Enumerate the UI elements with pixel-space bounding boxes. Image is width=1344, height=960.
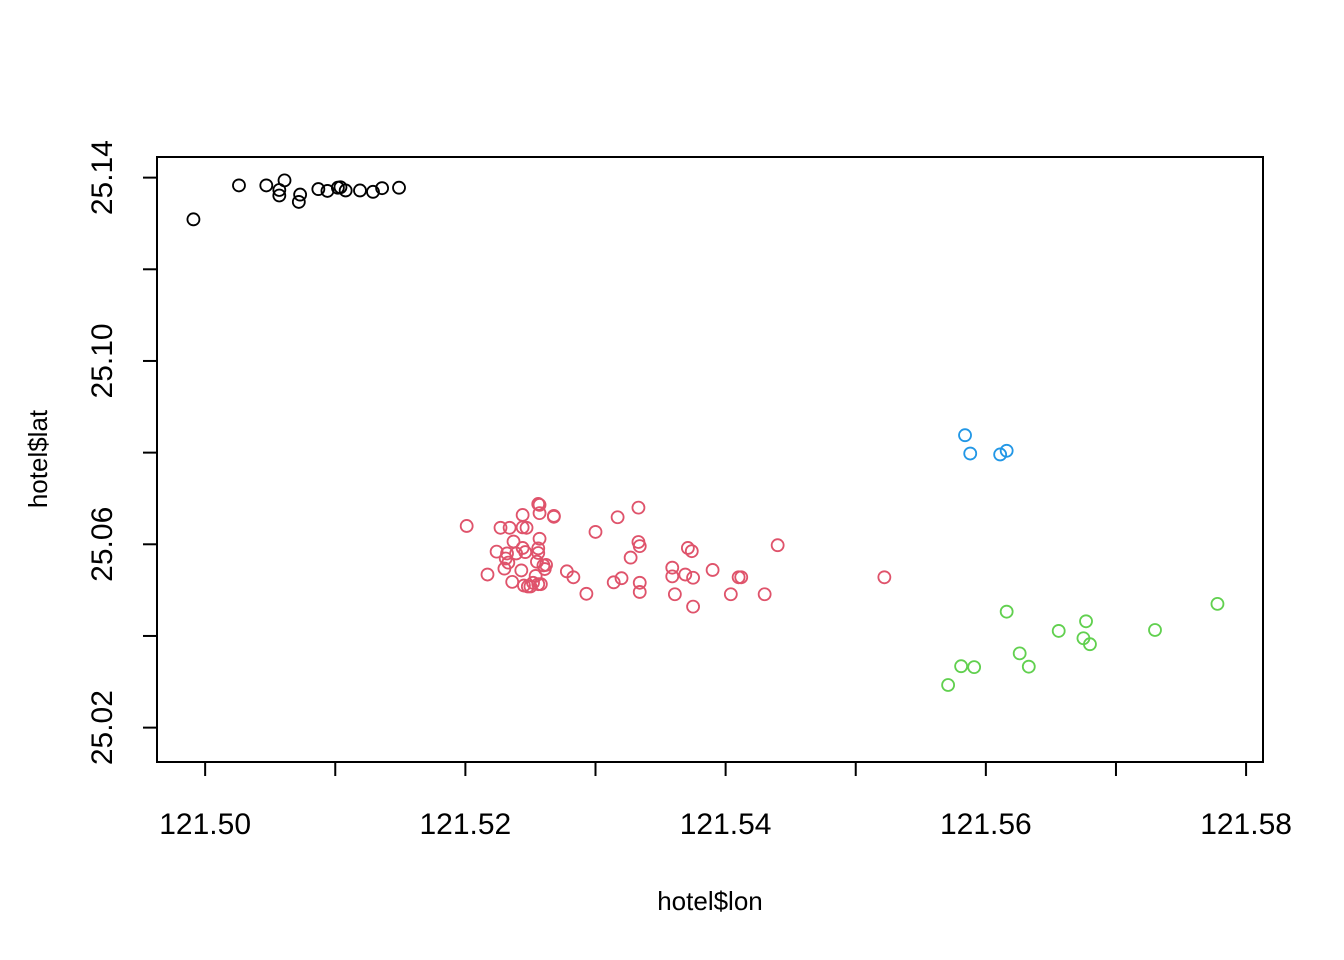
data-point-group-4 (1051, 624, 1066, 638)
data-point-group-1 (259, 178, 274, 193)
data-point-group-2 (770, 538, 785, 553)
data-point-group-4 (1210, 596, 1225, 611)
data-point-group-2 (705, 563, 720, 577)
data-point-group-2 (680, 541, 695, 555)
plot-frame (156, 156, 1264, 763)
data-point-group-2 (610, 510, 625, 525)
x-tick-label: 121.56 (940, 808, 1032, 841)
data-point-group-2 (632, 539, 647, 554)
y-tick-label: 25.06 (86, 507, 119, 582)
data-point-group-1 (277, 173, 292, 188)
y-axis: 25.02 25.06 25.10 25.14 (86, 140, 158, 765)
data-point-group-2 (632, 585, 647, 599)
x-tick-label: 121.54 (680, 808, 772, 841)
data-point-group-1 (232, 178, 246, 193)
data-point-group-2 (631, 500, 646, 515)
data-point-group-1 (353, 183, 367, 198)
data-point-group-2 (734, 570, 749, 585)
data-point-group-1 (392, 180, 406, 195)
data-point-group-1 (375, 181, 390, 196)
data-point-group-2 (757, 587, 772, 602)
data-point-group-4 (1148, 623, 1162, 637)
data-point-group-2 (877, 570, 892, 585)
data-point-group-2 (532, 497, 547, 512)
y-tick-label: 25.02 (86, 690, 119, 765)
data-point-group-2 (480, 567, 495, 582)
x-axis: 121.50 121.52 121.54 121.56 121.58 (159, 761, 1292, 841)
data-point-group-2 (530, 554, 544, 569)
data-point-group-2 (623, 550, 638, 565)
data-point-group-1 (291, 195, 306, 209)
y-axis-label: hotel$lat (23, 409, 53, 508)
data-point-group-2 (531, 541, 546, 556)
data-point-group-2 (532, 506, 547, 521)
data-point-group-2 (665, 569, 680, 584)
data-point-group-3 (958, 428, 972, 443)
data-point-group-2 (526, 575, 540, 590)
data-point-group-2 (515, 508, 530, 522)
data-point-group-2 (632, 575, 647, 590)
data-point-group-2 (686, 570, 700, 585)
data-point-group-2 (686, 599, 700, 614)
data-point-group-2 (532, 531, 547, 546)
data-point-group-2 (500, 546, 514, 561)
data-point-group-2 (539, 558, 553, 572)
data-point-group-1 (272, 188, 287, 203)
x-axis-label: hotel$lon (657, 886, 763, 916)
data-point-group-3 (993, 447, 1008, 462)
data-point-group-1 (338, 183, 353, 198)
x-tick-label: 121.50 (159, 808, 251, 841)
data-point-group-4 (967, 660, 982, 675)
data-point-group-4 (941, 678, 956, 692)
data-point-group-2 (684, 544, 699, 559)
data-point-group-2 (531, 546, 546, 560)
data-point-group-2 (519, 520, 534, 535)
data-point-group-4 (1012, 646, 1027, 661)
data-point-group-2 (459, 519, 474, 533)
data-point-group-4 (1083, 637, 1097, 652)
data-point-group-2 (505, 574, 520, 589)
data-point-group-2 (523, 579, 538, 594)
data-point-group-3 (999, 443, 1014, 458)
data-point-group-2 (723, 587, 738, 602)
data-point-group-4 (954, 659, 969, 674)
data-point-group-4 (1021, 659, 1036, 674)
data-points (186, 173, 1225, 692)
data-point-group-2 (579, 586, 594, 601)
data-point-group-2 (493, 520, 508, 535)
data-point-group-2 (489, 544, 504, 559)
data-point-group-1 (311, 182, 326, 196)
data-point-group-4 (999, 604, 1014, 619)
data-point-group-2 (546, 509, 561, 524)
x-tick-label: 121.52 (419, 808, 511, 841)
data-point-group-1 (293, 187, 308, 202)
y-tick-label: 25.10 (86, 323, 119, 398)
x-tick-label: 121.58 (1200, 808, 1292, 841)
data-point-group-2 (665, 560, 680, 575)
data-point-group-1 (186, 212, 201, 227)
data-point-group-2 (518, 545, 533, 559)
data-point-group-2 (566, 570, 581, 585)
data-point-group-2 (678, 567, 693, 582)
y-tick-label: 25.14 (86, 140, 119, 215)
data-point-group-3 (963, 446, 978, 461)
data-point-group-2 (501, 555, 516, 570)
data-point-group-2 (614, 571, 629, 586)
data-point-group-1 (366, 184, 380, 199)
data-point-group-2 (606, 575, 621, 590)
data-point-group-4 (1079, 614, 1093, 629)
data-point-group-2 (667, 587, 682, 602)
data-point-group-2 (588, 525, 603, 539)
data-point-group-2 (514, 563, 529, 578)
data-point-group-2 (533, 577, 548, 592)
data-point-group-2 (502, 520, 517, 535)
